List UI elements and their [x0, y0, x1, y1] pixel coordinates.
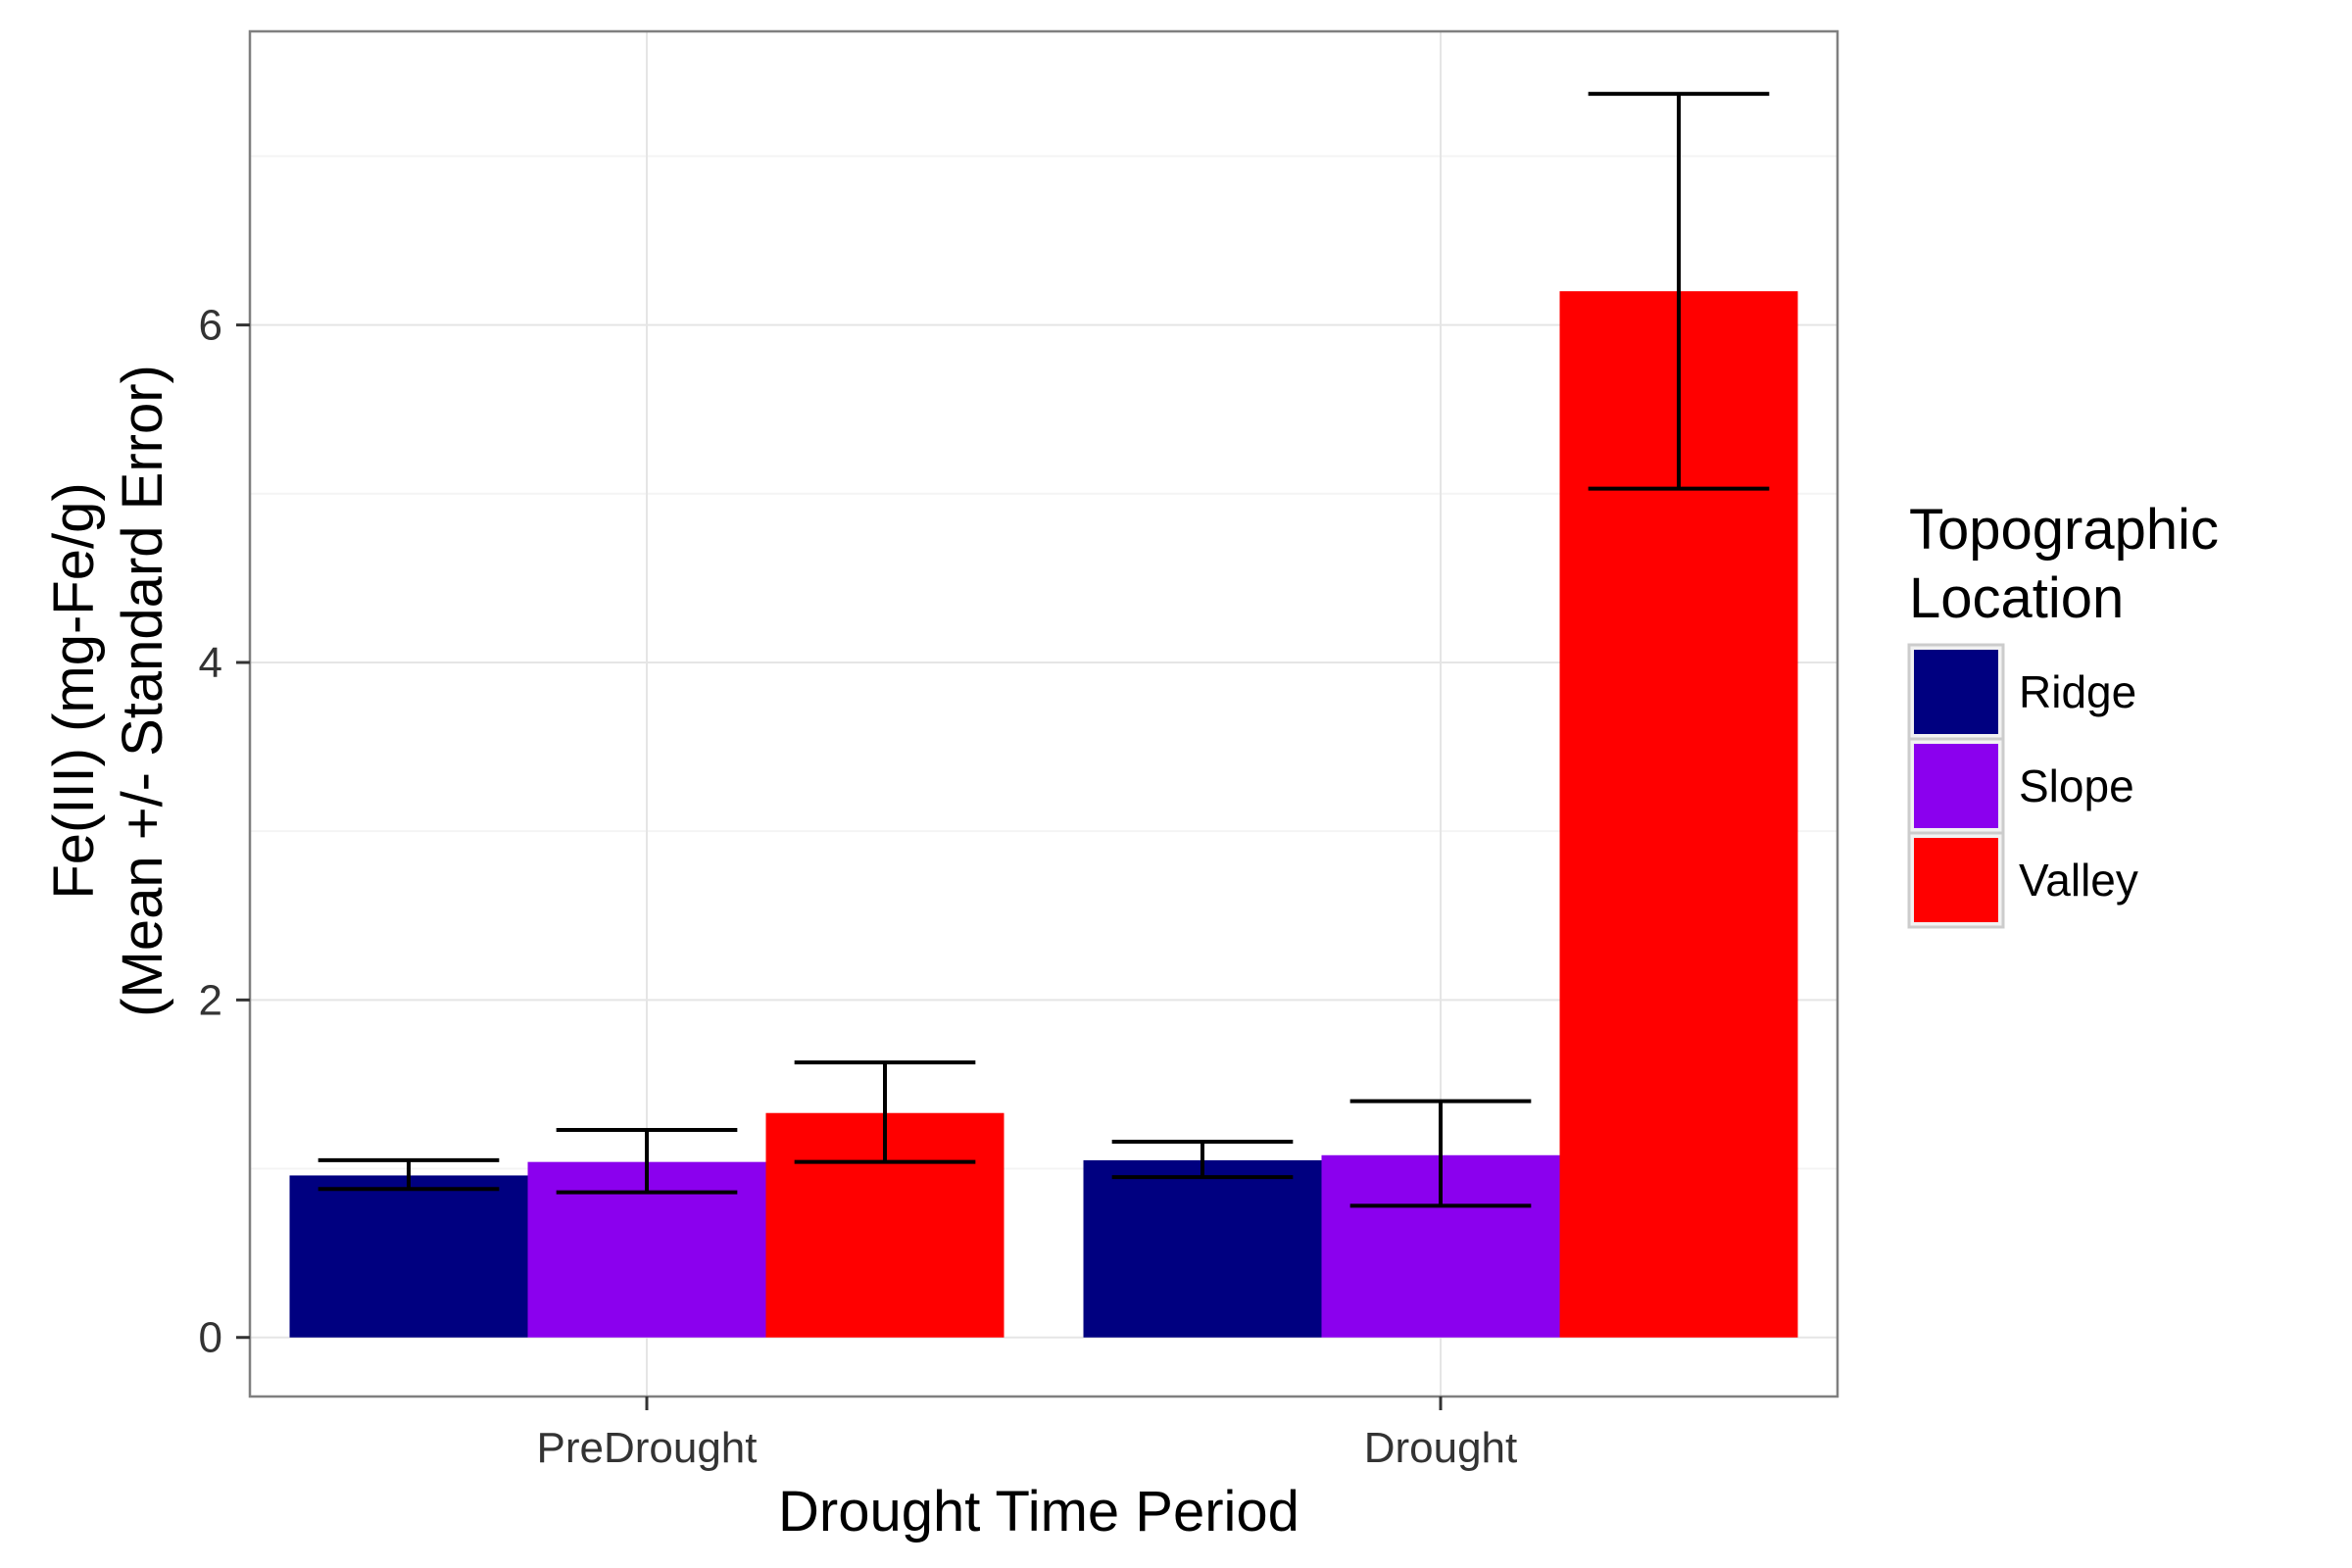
- legend-label-slope: Slope: [2019, 760, 2134, 811]
- legend: Topographic Location Ridge Slope Valley: [1907, 498, 2219, 929]
- error-bar-ridge-drought: [1111, 1139, 1294, 1180]
- bar-ridge-predrought: [289, 1175, 528, 1338]
- legend-label-ridge: Ridge: [2019, 666, 2136, 717]
- panel-frame: [248, 29, 1839, 1398]
- y-tick-label: 6: [199, 302, 222, 350]
- error-bar-ridge-predrought: [318, 1157, 500, 1192]
- legend-title-line2: Location: [1909, 566, 2124, 630]
- legend-title-line1: Topographic: [1909, 498, 2219, 562]
- error-bar-slope-predrought: [556, 1127, 738, 1195]
- x-axis-title: Drought Time Period: [778, 1480, 1299, 1544]
- legend-label-valley: Valley: [2019, 855, 2138, 906]
- y-axis-title-line1: Fe(III) (mg-Fe/g): [42, 482, 106, 899]
- bars: [289, 291, 1798, 1338]
- x-axis: PreDrought Drought: [536, 1396, 1517, 1472]
- panel-border: [248, 29, 1839, 1398]
- error-bar-valley-drought: [1588, 91, 1770, 491]
- error-bar-valley-predrought: [794, 1060, 976, 1164]
- y-tick-label: 4: [199, 639, 222, 687]
- legend-swatch-valley: [1914, 838, 1998, 922]
- y-tick-label: 0: [199, 1314, 222, 1362]
- legend-swatch-ridge: [1914, 650, 1998, 734]
- y-axis: 0 2 4 6: [199, 302, 250, 1362]
- y-axis-title-line2: (Mean +/- Standard Error): [111, 365, 174, 1017]
- legend-keys: Ridge Slope Valley: [1907, 643, 2138, 929]
- x-tick-label: PreDrought: [536, 1424, 757, 1472]
- error-bar-slope-drought: [1349, 1099, 1532, 1208]
- x-tick-label: Drought: [1364, 1424, 1518, 1472]
- y-tick-label: 2: [199, 976, 222, 1024]
- legend-swatch-slope: [1914, 744, 1998, 828]
- bar-ridge-drought: [1083, 1159, 1322, 1338]
- error-bars: [318, 91, 1770, 1208]
